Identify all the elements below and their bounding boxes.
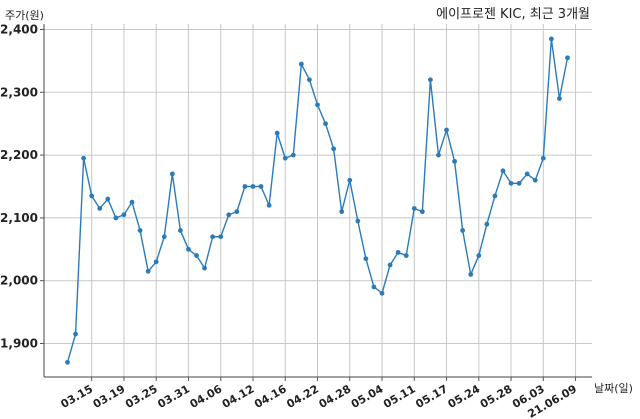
ytick-label: 1,900 [0, 337, 38, 351]
data-point [403, 253, 409, 258]
data-point [371, 284, 377, 290]
data-point [444, 127, 449, 133]
xtick-label: 04.16 [252, 382, 289, 411]
data-point [452, 158, 457, 164]
data-point [73, 331, 78, 337]
data-point [145, 268, 151, 274]
price-series [65, 36, 570, 365]
data-point [436, 152, 441, 158]
data-point [363, 256, 369, 262]
data-point [323, 121, 328, 127]
xtick-label: 03.25 [123, 382, 160, 411]
data-point [347, 177, 353, 183]
data-point [307, 77, 312, 83]
data-point [484, 221, 490, 227]
data-point [178, 228, 183, 233]
data-point [331, 146, 337, 152]
ytick-label: 2,400 [0, 23, 38, 37]
data-point [492, 193, 498, 199]
data-point [169, 171, 175, 177]
xtick-label: 05.11 [381, 382, 418, 411]
data-point [395, 250, 401, 255]
ytick-label: 2,200 [0, 148, 38, 162]
data-point [532, 177, 538, 183]
data-point [161, 234, 167, 240]
data-point [428, 77, 433, 83]
data-point [540, 155, 546, 161]
data-point [129, 199, 135, 205]
data-point [282, 155, 288, 161]
xtick-label: 04.06 [188, 382, 225, 411]
xtick-label: 04.28 [317, 382, 354, 411]
data-point [137, 228, 143, 233]
chart-title: 에이프로젠 KIC, 최근 3개월 [436, 7, 590, 22]
y-axis-label: 주가(원) [5, 9, 44, 22]
xtick-label: 03.19 [91, 382, 128, 411]
ytick-label: 2,300 [0, 85, 38, 99]
data-point [524, 171, 530, 177]
data-point [89, 193, 95, 199]
data-point [113, 215, 119, 221]
xtick-label: 03.31 [155, 382, 192, 411]
data-point [468, 272, 474, 277]
data-point [81, 155, 87, 161]
xtick-label: 04.22 [284, 382, 321, 411]
data-point [298, 61, 304, 67]
data-point [250, 184, 256, 189]
data-point [460, 228, 466, 233]
ytick-label: 2,000 [0, 274, 38, 288]
xtick-label: 05.04 [349, 382, 386, 411]
data-point [274, 130, 280, 136]
data-point [186, 246, 191, 252]
data-point [218, 234, 224, 240]
data-point [65, 359, 70, 365]
data-point [516, 180, 522, 186]
data-point [565, 55, 570, 61]
xtick-label: 05.24 [446, 382, 483, 411]
x-axis-label: 날짜(일) [594, 381, 633, 395]
data-point [419, 209, 425, 215]
data-point [226, 212, 232, 218]
y-ticks: 1,900 2,000 2,100 2,200 2,300 2,400 [0, 23, 44, 351]
data-point [266, 202, 272, 208]
data-point [508, 180, 514, 186]
data-point [387, 262, 393, 268]
data-point [194, 253, 199, 258]
data-point [121, 212, 127, 218]
data-point [411, 206, 417, 211]
data-point [500, 168, 506, 174]
data-point [290, 152, 296, 158]
data-point [258, 184, 264, 189]
data-point [557, 96, 562, 101]
data-point [379, 290, 385, 296]
xtick-label: 05.17 [413, 382, 450, 411]
data-point [202, 265, 207, 271]
data-point [476, 253, 482, 258]
data-point [153, 259, 159, 265]
data-point [315, 102, 320, 108]
data-point [105, 196, 111, 202]
ytick-label: 2,100 [0, 211, 38, 225]
data-point [355, 218, 361, 224]
data-point [548, 36, 554, 42]
data-point [242, 184, 248, 189]
xtick-label: 04.12 [220, 382, 257, 411]
data-point [97, 206, 103, 211]
data-point [210, 234, 216, 240]
data-point [234, 209, 240, 215]
data-point [339, 209, 345, 215]
xtick-label: 03.15 [59, 382, 96, 411]
x-ticks: 03.1503.1903.2503.3104.0604.1204.1604.22… [59, 377, 579, 419]
xtick-label: 05.28 [478, 382, 515, 411]
grid [44, 24, 592, 377]
